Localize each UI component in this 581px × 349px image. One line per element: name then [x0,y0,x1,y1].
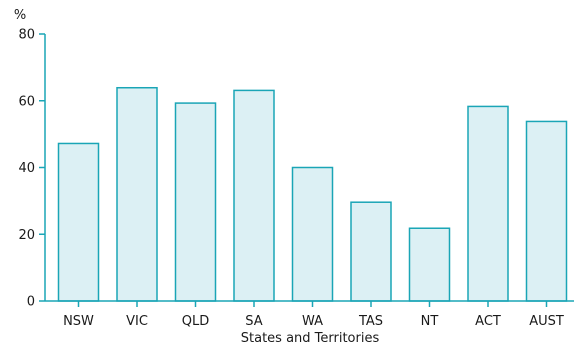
x-tick-label-act: ACT [475,314,501,329]
y-axis-ticks: 0 20 40 60 80 [18,28,45,310]
bar-qld [174,102,217,302]
bar-wa [291,166,334,302]
x-tick-label-aust: AUST [529,314,564,329]
x-tick-label-sa: SA [245,314,262,329]
bar-sa [233,89,275,302]
x-tick-label-qld: QLD [182,314,210,329]
y-tick-label: 0 [27,295,35,310]
x-axis-title: States and Territories [241,331,380,346]
bar-act [467,105,509,302]
bar-nt [408,227,451,302]
x-tick-label-nsw: NSW [63,314,94,329]
y-tick-label: 40 [18,161,35,176]
x-axis-labels: NSW VIC QLD SA WA TAS NT ACT AUST [63,301,564,329]
bars [57,86,568,302]
x-tick-label-vic: VIC [126,314,148,329]
y-axis-title: % [14,8,26,23]
y-tick-label: 80 [18,28,35,43]
y-tick-label: 20 [18,228,35,243]
bar-aust [525,120,568,302]
x-tick-label-wa: WA [302,314,323,329]
x-tick-label-nt: NT [421,314,439,329]
y-tick-label: 60 [18,94,35,109]
x-tick-label-tas: TAS [358,314,383,329]
bar-vic [116,86,158,302]
bar-tas [350,201,392,302]
bar-nsw [57,142,100,302]
